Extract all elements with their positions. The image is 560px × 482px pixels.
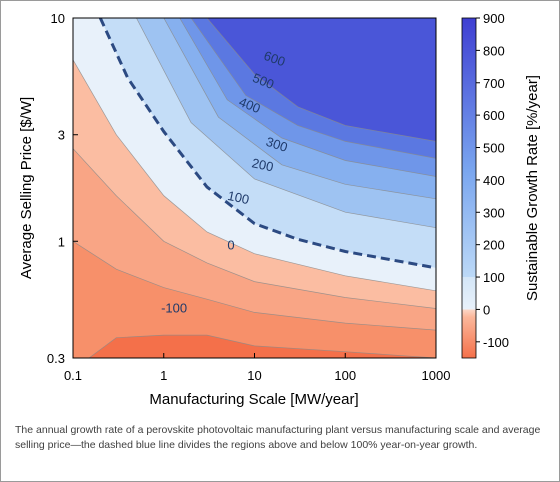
figure-caption: The annual growth rate of a perovskite p…: [15, 424, 541, 451]
colorbar-tick-label: 0: [483, 302, 490, 317]
colorbar-title: Sustainable Growth Rate [%/year]: [524, 75, 541, 301]
contour-line--50: [73, 148, 436, 309]
colorbar-tick-label: 500: [483, 141, 505, 156]
contour-line-600: [206, 18, 436, 142]
x-tick-label: 1000: [422, 368, 451, 383]
contour-line-500: [190, 18, 436, 159]
colorbar-tick-label: 300: [483, 205, 505, 220]
contour-line-400: [179, 18, 436, 177]
colorbar-tick-label: -100: [483, 335, 509, 350]
contour-label: 600: [262, 48, 288, 70]
y-tick-label: 1: [58, 234, 65, 249]
contour-label: 100: [226, 188, 250, 207]
colorbar-ticks: 900 800 700 600 500 400 300 200 100 0 -100: [476, 11, 509, 350]
y-tick-label: 0.3: [47, 351, 65, 366]
contour-line--125: [88, 334, 436, 358]
band-600: [207, 18, 436, 142]
x-tick-label: 0.1: [64, 368, 82, 383]
x-axis-title: Manufacturing Scale [MW/year]: [149, 391, 358, 408]
contour-label: 300: [264, 134, 289, 155]
colorbar-tick-label: 700: [483, 76, 505, 91]
x-tick-label: 1: [160, 368, 167, 383]
colorbar-tick-label: 800: [483, 43, 505, 58]
colorbar-tick-label: 200: [483, 238, 505, 253]
contour-label: 200: [250, 155, 274, 174]
colorbar-tick-label: 100: [483, 270, 505, 285]
colorbar-tick-label: 400: [483, 173, 505, 188]
contour-line--100: [73, 241, 436, 331]
x-tick-label: 10: [247, 368, 261, 383]
colorbar: 900 800 700 600 500 400 300 200 100 0 -100 Sustain…: [461, 11, 541, 359]
y-axis-ticks: 0.3 1 3 10: [47, 11, 78, 366]
colorbar-tick-label: 600: [483, 108, 505, 123]
plot-area: [73, 18, 436, 358]
y-tick-label: 10: [51, 11, 65, 26]
contour-line-200: [136, 18, 436, 229]
y-tick-label: 3: [58, 128, 65, 143]
y-axis-title: Average Selling Price [$/W]: [18, 97, 35, 279]
x-tick-label: 100: [334, 368, 356, 383]
colorbar-gradient: [461, 17, 477, 359]
contour-line-0: [73, 59, 436, 292]
colorbar-tick-label: 900: [483, 11, 505, 26]
contour-label: 0: [227, 237, 234, 252]
contour-line-300: [163, 18, 436, 200]
x-axis-ticks: 0.1 1 10 100 1000: [64, 353, 451, 383]
contour-line-100-dashed: [98, 18, 436, 270]
contour-label: -100: [161, 300, 187, 315]
